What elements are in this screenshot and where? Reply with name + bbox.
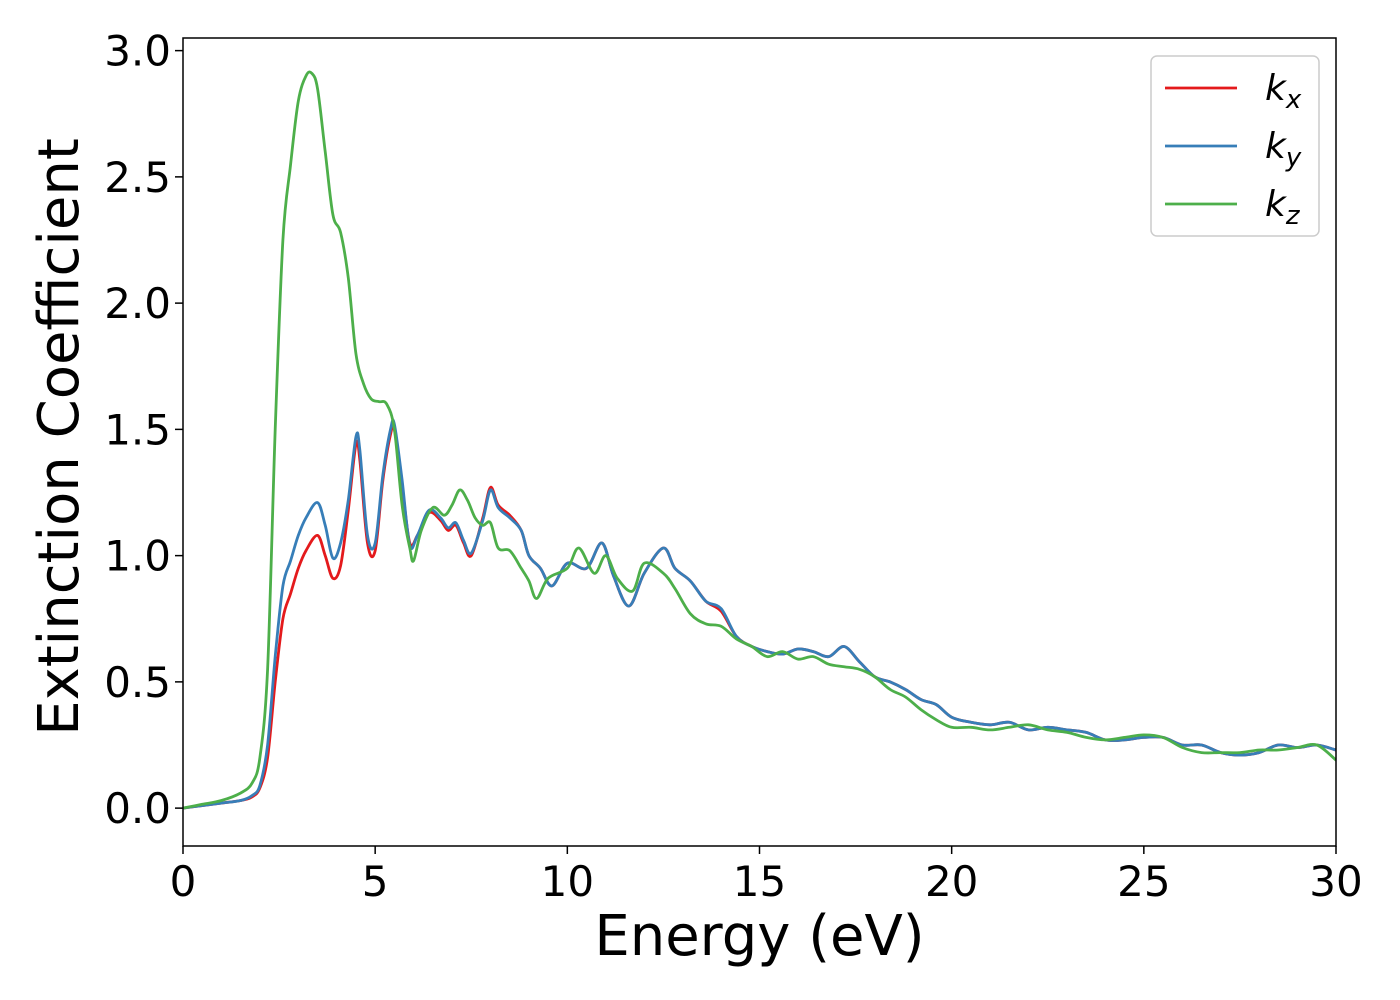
x-axis-ticks: 0 5 10 15 20 25 30	[170, 846, 1363, 906]
y-axis-label: Extinction Coefficient	[27, 138, 92, 736]
x-tick-label: 30	[1309, 857, 1362, 906]
y-tick-label: 3.0	[104, 27, 171, 76]
y-tick-label: 0.0	[104, 784, 171, 833]
series-layer	[183, 70, 1336, 810]
legend-label-main: k	[1265, 68, 1288, 109]
x-tick-label: 5	[362, 857, 389, 906]
x-tick-label: 15	[733, 857, 786, 906]
y-axis-ticks: 0.0 0.5 1.0 1.5 2.0 2.5 3.0	[104, 27, 183, 833]
y-tick-label: 2.5	[104, 153, 171, 202]
legend-label-main: k	[1265, 126, 1288, 167]
x-tick-label: 20	[925, 857, 978, 906]
legend-label-sub: y	[1285, 143, 1302, 173]
legend-label: kx	[1265, 68, 1302, 115]
x-tick-label: 0	[170, 857, 197, 906]
legend-item-z: kz	[1165, 184, 1301, 231]
legend-label: kz	[1265, 184, 1301, 231]
legend-label: ky	[1265, 126, 1302, 173]
legend-label-sub: x	[1285, 85, 1302, 115]
y-tick-label: 1.0	[104, 532, 171, 581]
series-line-z	[183, 70, 1336, 810]
y-tick-label: 1.5	[104, 405, 171, 454]
y-tick-label: 0.5	[104, 658, 171, 707]
series-line-y	[183, 418, 1336, 810]
x-axis-label: Energy (eV)	[594, 904, 924, 969]
x-tick-label: 25	[1117, 857, 1170, 906]
series-line-x	[183, 423, 1336, 810]
y-tick-label: 2.0	[104, 279, 171, 328]
legend-label-main: k	[1265, 184, 1288, 225]
legend-item-y: ky	[1165, 126, 1302, 173]
x-tick-label: 10	[541, 857, 594, 906]
legend-item-x: kx	[1165, 68, 1302, 115]
legend-label-sub: z	[1285, 201, 1301, 231]
